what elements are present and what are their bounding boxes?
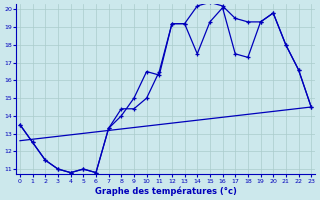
X-axis label: Graphe des températures (°c): Graphe des températures (°c) bbox=[95, 186, 236, 196]
